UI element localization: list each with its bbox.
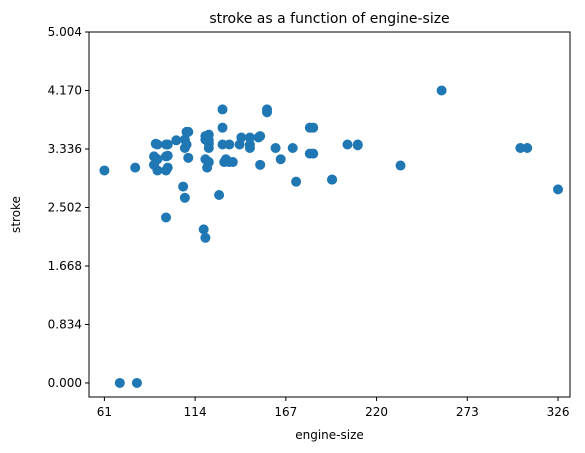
data-point: [255, 131, 266, 142]
data-point: [553, 184, 564, 195]
y-axis: 0.000 0.834 1.668 2.502 3.336 4.170 5.004: [48, 25, 89, 390]
data-point: [171, 135, 182, 146]
data-point: [436, 85, 447, 96]
y-tick-label: 0.000: [48, 376, 82, 390]
data-point: [152, 139, 163, 150]
data-point: [179, 192, 190, 203]
y-tick-label: 0.834: [48, 317, 82, 331]
data-point: [308, 122, 319, 133]
data-point: [291, 176, 302, 187]
data-point: [217, 139, 228, 150]
data-point: [99, 165, 110, 176]
data-point: [522, 143, 533, 154]
data-point: [217, 122, 228, 133]
data-point: [270, 143, 281, 154]
data-point: [162, 139, 173, 150]
data-point: [203, 157, 214, 168]
data-point: [262, 104, 273, 115]
x-tick-label: 61: [97, 405, 112, 419]
data-point: [183, 126, 194, 137]
data-point: [308, 148, 319, 159]
x-tick-label: 167: [274, 405, 297, 419]
x-axis-label: engine-size: [295, 428, 364, 442]
data-point: [203, 129, 214, 140]
data-point: [198, 224, 209, 235]
data-point: [515, 143, 526, 154]
y-tick-label: 4.170: [48, 83, 82, 97]
x-tick-label: 326: [547, 405, 570, 419]
data-point: [162, 150, 173, 161]
data-point: [217, 104, 228, 115]
data-point: [130, 162, 141, 173]
data-point: [183, 152, 194, 163]
y-tick-label: 1.668: [48, 259, 82, 273]
data-point: [214, 190, 225, 200]
y-tick-label: 2.502: [48, 200, 82, 214]
data-point: [203, 143, 214, 154]
axes-frame: [88, 31, 571, 398]
data-point: [342, 139, 353, 150]
data-point: [152, 165, 163, 176]
data-point: [287, 143, 298, 154]
x-tick-label: 273: [456, 405, 479, 419]
data-point: [178, 181, 189, 192]
data-point: [200, 232, 211, 243]
x-axis: 61 114 167 220 273 326: [97, 397, 570, 419]
data-point: [352, 140, 363, 151]
data-point: [114, 377, 125, 388]
data-point: [244, 139, 255, 150]
data-point: [161, 212, 172, 223]
x-tick-label: 114: [184, 405, 207, 419]
data-point: [395, 160, 406, 171]
data-point: [152, 154, 163, 165]
data-point: [236, 132, 247, 143]
data-point: [224, 139, 235, 150]
y-axis-label: stroke: [9, 196, 23, 233]
data-point: [181, 139, 192, 150]
data-point: [131, 377, 142, 388]
y-tick-label: 3.336: [48, 142, 82, 156]
data-point: [162, 162, 173, 173]
data-point: [244, 132, 255, 143]
chart-title: stroke as a function of engine-size: [209, 11, 449, 27]
data-point: [255, 159, 266, 170]
data-point: [327, 174, 338, 185]
points-layer: [99, 85, 564, 388]
y-tick-label: 5.004: [48, 25, 82, 39]
x-tick-label: 220: [365, 405, 388, 419]
data-point: [227, 157, 238, 168]
data-point: [275, 154, 286, 165]
